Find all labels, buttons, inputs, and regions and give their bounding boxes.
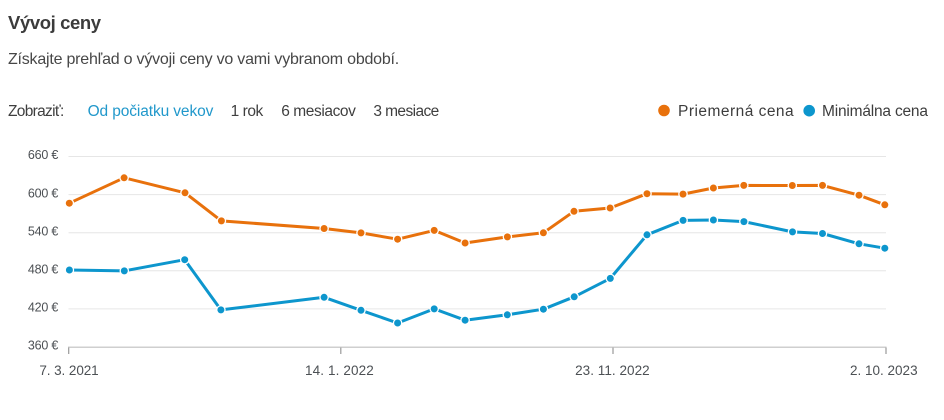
svg-text:2. 10. 2023: 2. 10. 2023: [850, 363, 918, 378]
svg-text:23. 11. 2022: 23. 11. 2022: [575, 363, 650, 378]
svg-text:360 €: 360 €: [28, 339, 59, 353]
svg-text:540 €: 540 €: [28, 224, 59, 238]
svg-text:600 €: 600 €: [28, 186, 59, 200]
svg-text:480 €: 480 €: [28, 263, 59, 277]
svg-text:420 €: 420 €: [28, 301, 59, 315]
svg-text:14. 1. 2022: 14. 1. 2022: [305, 363, 374, 378]
svg-text:660 €: 660 €: [28, 148, 59, 162]
svg-text:7. 3. 2021: 7. 3. 2021: [39, 363, 98, 378]
